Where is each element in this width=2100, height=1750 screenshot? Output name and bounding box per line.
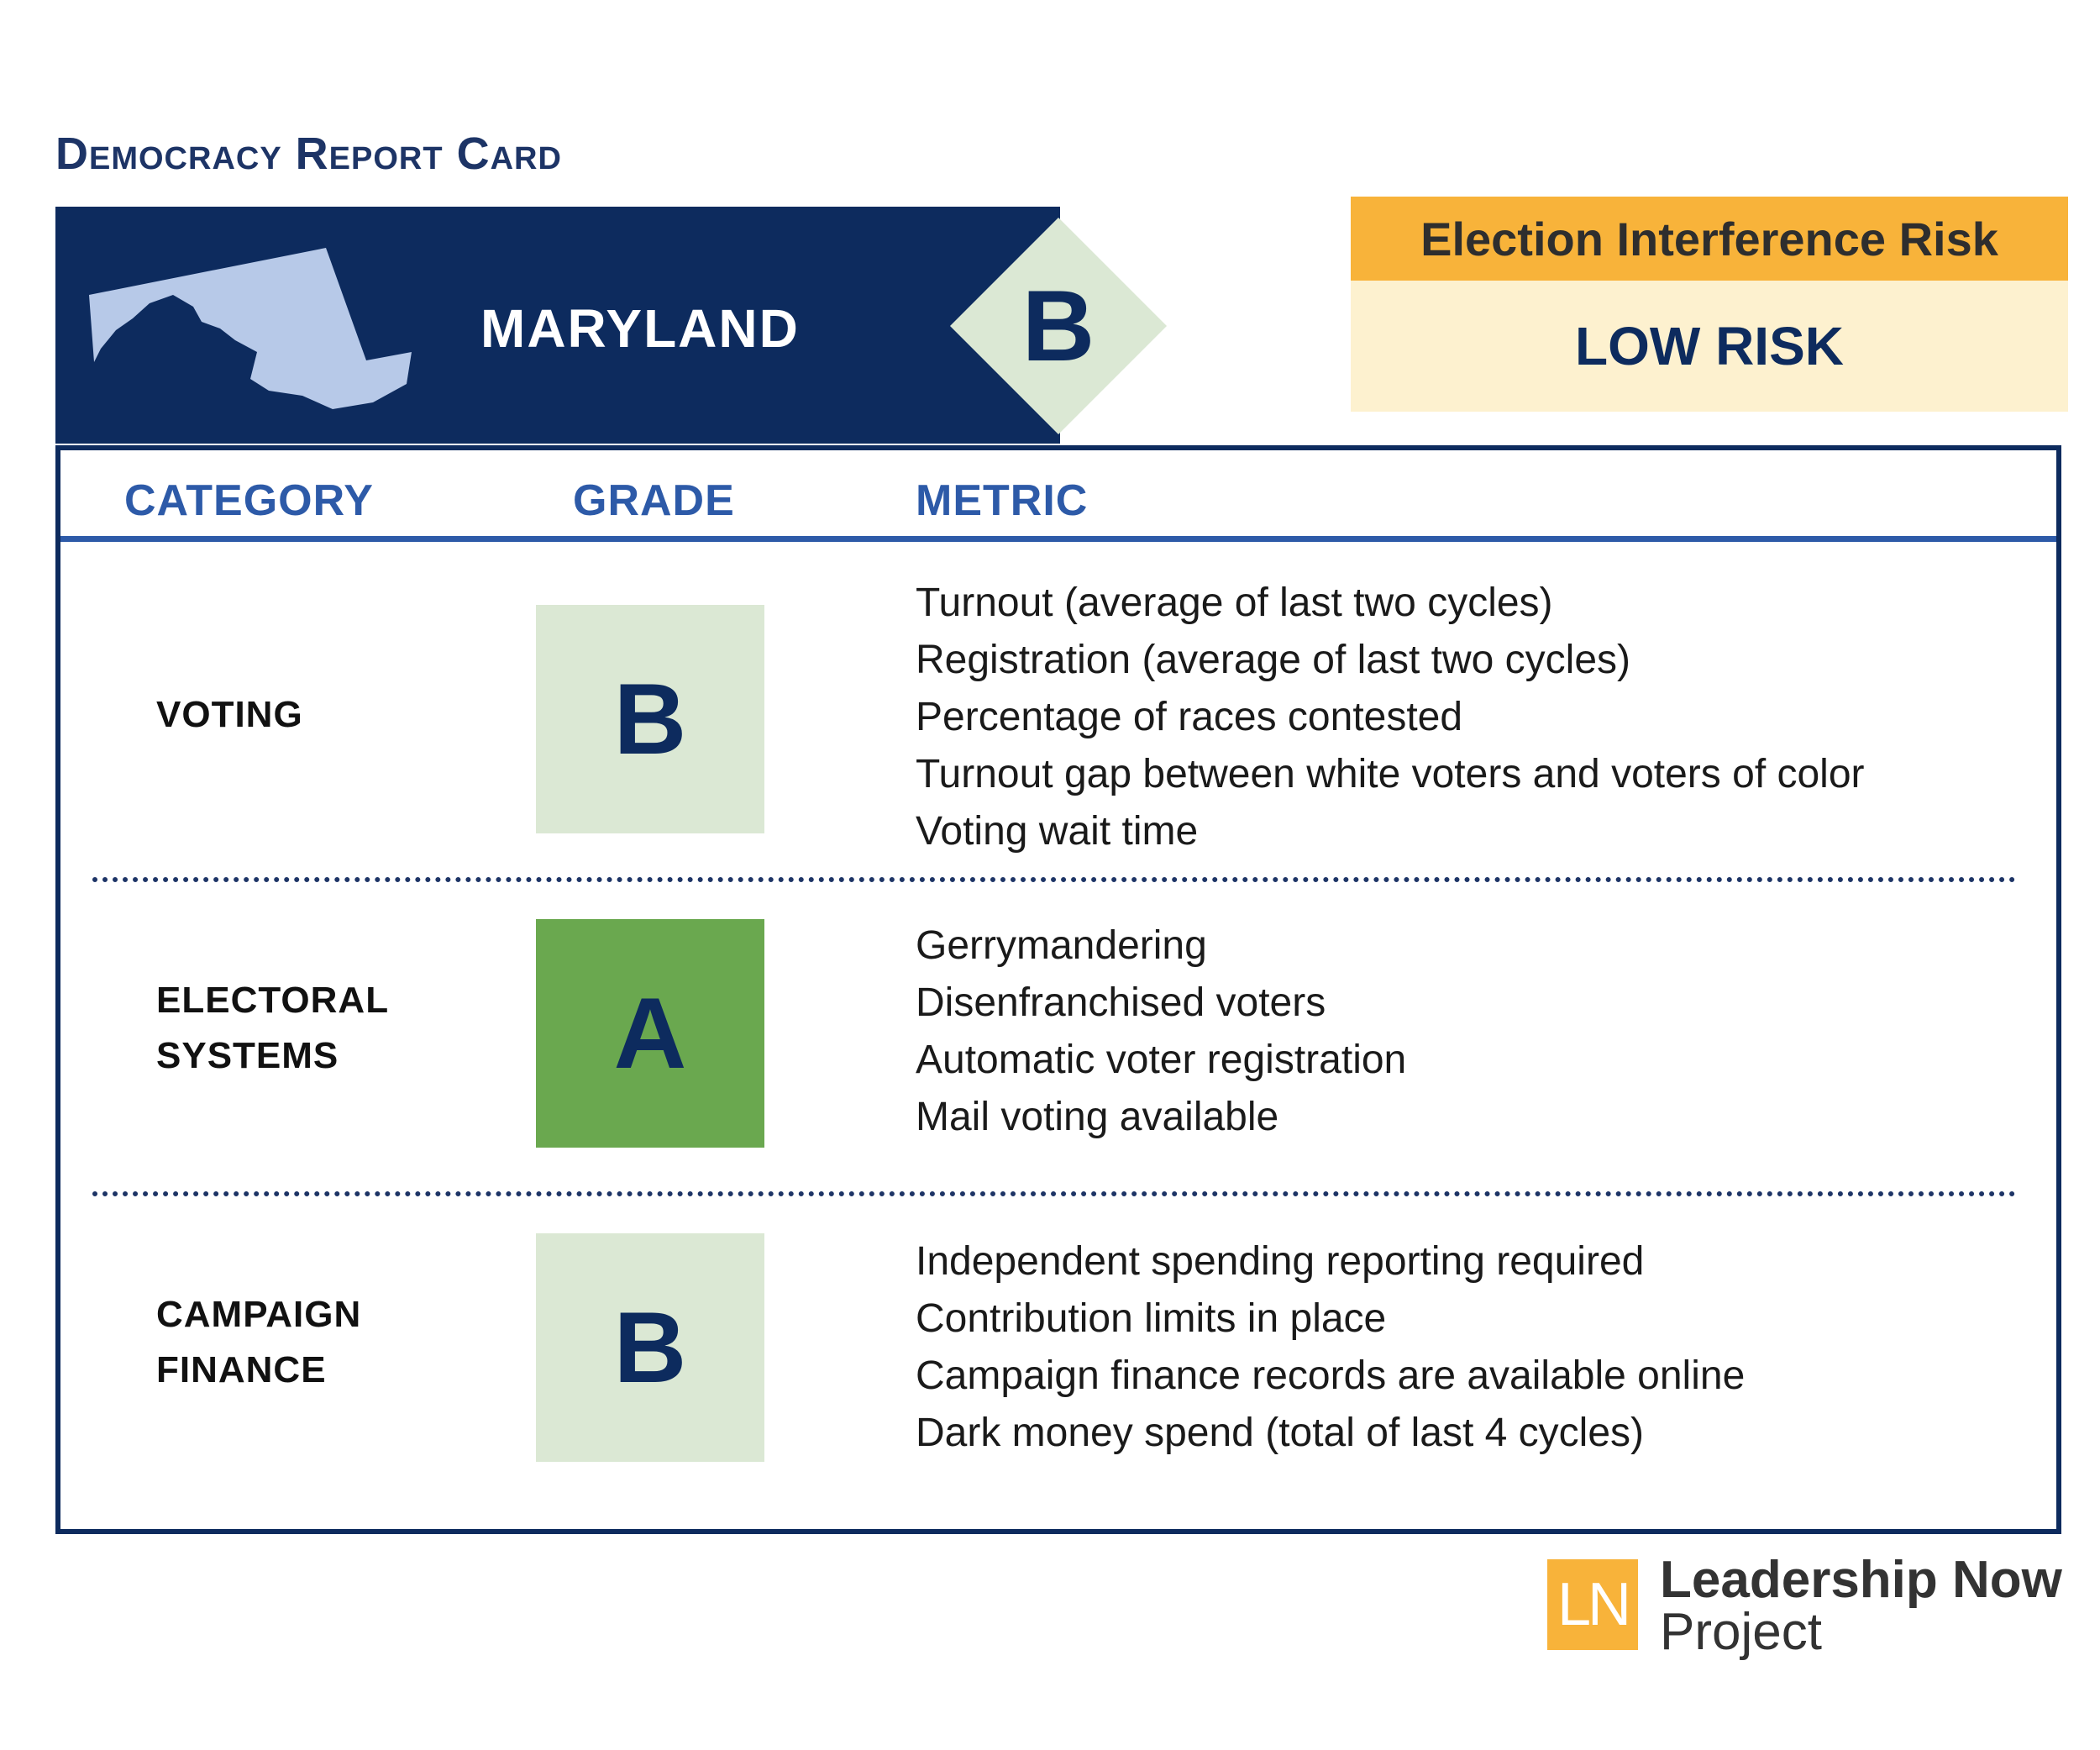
overall-grade: B	[1021, 270, 1095, 382]
metric-item: Dark money spend (total of last 4 cycles…	[916, 1411, 1645, 1455]
metric-item: Mail voting available	[916, 1095, 1279, 1139]
row-grade-voting: B	[536, 605, 764, 833]
header-divider	[60, 536, 2056, 542]
metric-item: Gerrymandering	[916, 923, 1207, 968]
metric-item: Independent spending reporting required	[916, 1239, 1645, 1284]
metric-column-header: METRIC	[916, 476, 1089, 525]
category-column-header: CATEGORY	[124, 476, 374, 525]
logo-name-line2: Project	[1660, 1603, 1822, 1661]
row-metrics-campaign-finance: Independent spending reporting required …	[916, 1233, 1745, 1462]
metric-item: Registration (average of last two cycles…	[916, 638, 1631, 682]
metric-item: Automatic voter registration	[916, 1038, 1407, 1082]
row-category-electoral-systems: ELECTORAL SYSTEMS	[156, 980, 390, 1076]
row-divider	[92, 877, 2016, 882]
report-table	[55, 445, 2061, 1534]
state-name: MARYLAND	[480, 298, 800, 359]
risk-level: LOW RISK	[1351, 281, 2068, 412]
row-category-voting: VOTING	[156, 694, 303, 735]
logo-mark: LN	[1557, 1571, 1631, 1638]
metric-item: Turnout (average of last two cycles)	[916, 581, 1553, 625]
risk-heading: Election Interference Risk	[1351, 197, 2068, 281]
metric-item: Percentage of races contested	[916, 695, 1463, 739]
overall-grade-diamond	[950, 218, 1167, 434]
row-metrics-voting: Turnout (average of last two cycles) Reg…	[916, 575, 1865, 860]
maryland-map-icon	[89, 248, 412, 409]
row-category-campaign-finance: CAMPAIGN FINANCE	[156, 1294, 362, 1390]
metric-item: Contribution limits in place	[916, 1296, 1387, 1341]
metric-item: Voting wait time	[916, 809, 1199, 854]
row-metrics-electoral-systems: Gerrymandering Disenfranchised voters Au…	[916, 917, 1406, 1146]
leadership-now-logo-icon	[1547, 1559, 1638, 1650]
logo-name-line1: Leadership Now	[1660, 1551, 2062, 1609]
metric-item: Disenfranchised voters	[916, 980, 1326, 1025]
metric-item: Campaign finance records are available o…	[916, 1353, 1746, 1398]
page-title: Democracy Report Card	[55, 129, 562, 179]
row-divider	[92, 1191, 2016, 1196]
row-grade-campaign-finance: B	[536, 1233, 764, 1462]
row-grade-electoral-systems: A	[536, 919, 764, 1148]
grade-column-header: GRADE	[573, 476, 735, 525]
metric-item: Turnout gap between white voters and vot…	[916, 752, 1865, 796]
